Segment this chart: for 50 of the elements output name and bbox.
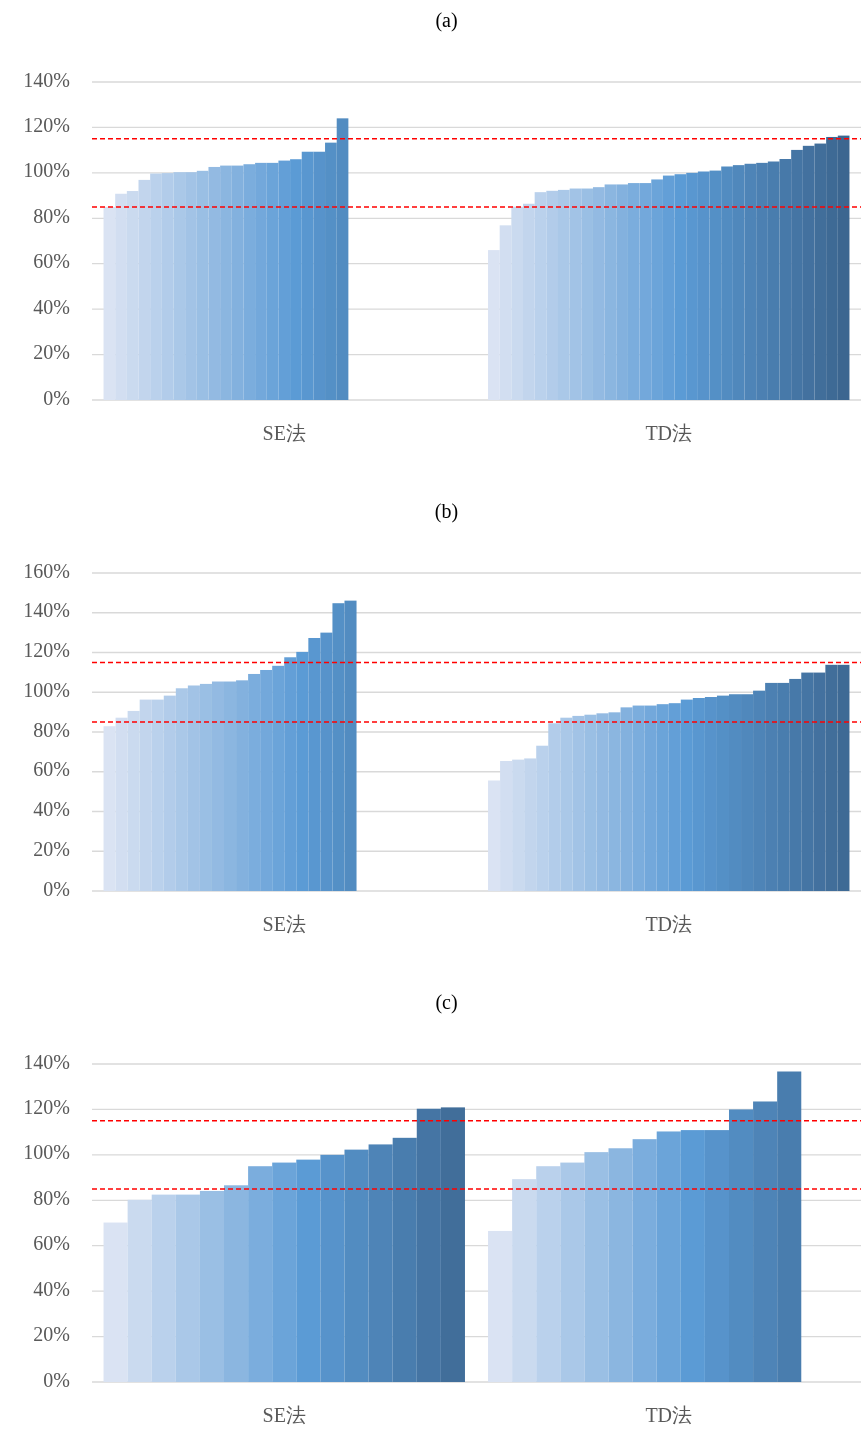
bar xyxy=(608,1148,633,1382)
y-tick-label: 100% xyxy=(23,678,70,701)
bar xyxy=(656,1131,681,1382)
y-tick-label: 40% xyxy=(33,1277,70,1300)
y-tick-label: 60% xyxy=(33,250,70,273)
y-tick-label: 100% xyxy=(23,159,70,182)
y-tick-label: 120% xyxy=(23,1096,70,1119)
y-tick-label: 80% xyxy=(33,1186,70,1209)
bar xyxy=(127,1199,152,1382)
y-tick-label: 20% xyxy=(33,837,70,860)
bar xyxy=(151,1194,176,1382)
x-tick-label: SE法 xyxy=(262,912,306,935)
x-tick-label: TD法 xyxy=(645,912,693,935)
chart-title: (c) xyxy=(435,990,458,1014)
bar xyxy=(536,1166,561,1382)
chart-title: (a) xyxy=(435,8,458,32)
bar xyxy=(224,1185,249,1382)
bar xyxy=(272,1162,297,1382)
y-tick-label: 40% xyxy=(33,295,70,318)
y-tick-label: 140% xyxy=(23,1050,70,1073)
y-tick-label: 20% xyxy=(33,1323,70,1346)
y-tick-label: 140% xyxy=(23,68,70,91)
y-tick-label: 60% xyxy=(33,1232,70,1255)
bar xyxy=(175,1194,200,1382)
x-tick-label: TD法 xyxy=(645,1403,693,1426)
y-tick-label: 0% xyxy=(43,877,70,900)
bar xyxy=(248,1166,273,1382)
bar xyxy=(560,1162,585,1382)
bar xyxy=(103,1222,128,1382)
y-tick-label: 0% xyxy=(43,1368,70,1391)
y-tick-label: 120% xyxy=(23,639,70,662)
y-tick-label: 80% xyxy=(33,204,70,227)
y-tick-label: 160% xyxy=(23,559,70,582)
y-tick-label: 140% xyxy=(23,599,70,622)
chart-title: (b) xyxy=(434,499,459,523)
x-tick-label: SE法 xyxy=(262,421,306,444)
y-tick-label: 20% xyxy=(33,341,70,364)
y-tick-label: 80% xyxy=(33,718,70,741)
x-tick-label: TD法 xyxy=(645,421,693,444)
x-tick-label: SE法 xyxy=(262,1403,306,1426)
y-tick-label: 120% xyxy=(23,114,70,137)
y-tick-label: 60% xyxy=(33,758,70,781)
y-tick-label: 40% xyxy=(33,798,70,821)
bar xyxy=(199,1190,225,1382)
y-tick-label: 0% xyxy=(43,386,70,409)
bar xyxy=(632,1139,657,1382)
bar xyxy=(512,1179,537,1382)
y-tick-label: 100% xyxy=(23,1141,70,1164)
bar xyxy=(488,1230,513,1382)
bar xyxy=(584,1152,609,1382)
